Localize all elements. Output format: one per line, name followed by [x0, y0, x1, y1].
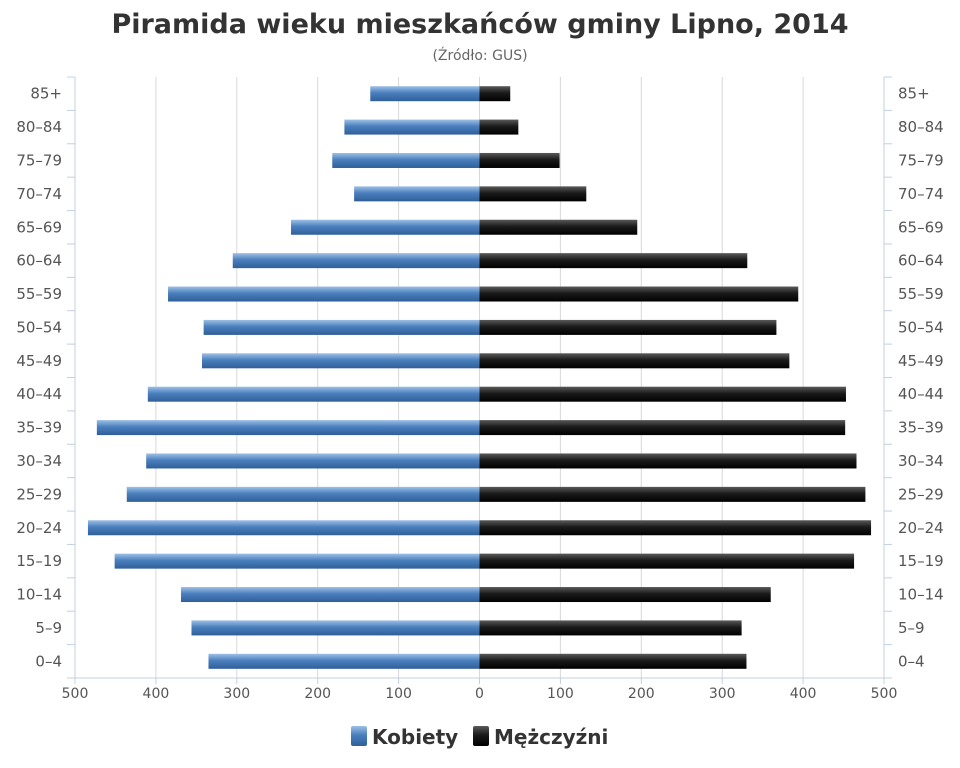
bar-mezczyzni-16	[479, 620, 742, 636]
category-label-left-3: 70–74	[16, 185, 62, 203]
category-label-right-12: 25–29	[898, 485, 944, 503]
x-tick-label-5: 0	[475, 686, 484, 702]
bar-mezczyzni-7	[479, 319, 777, 335]
category-label-right-3: 70–74	[898, 185, 944, 203]
category-label-left-15: 10–14	[16, 586, 62, 604]
x-tick-label-3: 200	[304, 686, 331, 702]
grid-lines	[155, 77, 804, 678]
category-label-right-10: 35–39	[898, 419, 944, 437]
category-label-right-8: 45–49	[898, 352, 944, 370]
category-label-left-17: 0–4	[35, 652, 62, 670]
category-label-left-8: 45–49	[16, 352, 62, 370]
legend-swatch-mezczyzni	[473, 726, 489, 746]
category-label-right-7: 50–54	[898, 318, 944, 336]
bar-kobiety-7	[203, 319, 480, 335]
bar-kobiety-13	[87, 520, 480, 536]
bar-kobiety-6	[168, 286, 480, 302]
category-label-right-5: 60–64	[898, 252, 944, 270]
bar-mezczyzni-11	[479, 453, 857, 469]
category-label-left-2: 75–79	[16, 151, 62, 169]
category-label-right-4: 65–69	[898, 218, 944, 236]
category-label-left-14: 15–19	[16, 552, 62, 570]
category-label-left-1: 80–84	[16, 118, 62, 136]
x-tick-label-1: 400	[143, 686, 170, 702]
category-label-right-2: 75–79	[898, 151, 944, 169]
bar-kobiety-11	[146, 453, 480, 469]
bar-mezczyzni-5	[479, 253, 748, 269]
category-label-right-13: 20–24	[898, 519, 944, 537]
axes	[67, 76, 892, 684]
category-label-right-16: 5–9	[898, 619, 925, 637]
category-label-right-15: 10–14	[898, 586, 944, 604]
category-label-left-13: 20–24	[16, 519, 62, 537]
bar-kobiety-10	[96, 420, 480, 436]
category-label-left-9: 40–44	[16, 385, 62, 403]
bar-kobiety-0	[370, 86, 480, 102]
bar-kobiety-3	[354, 186, 480, 202]
bar-mezczyzni-9	[479, 386, 846, 402]
bar-kobiety-5	[232, 253, 480, 269]
legend-label-mezczyzni: Mężczyźni	[494, 725, 608, 749]
bar-mezczyzni-4	[479, 219, 638, 235]
category-label-right-11: 30–34	[898, 452, 944, 470]
category-label-left-5: 60–64	[16, 252, 62, 270]
bar-mezczyzni-8	[479, 353, 790, 369]
bar-mezczyzni-3	[479, 186, 587, 202]
bar-mezczyzni-2	[479, 152, 560, 168]
bar-kobiety-8	[202, 353, 480, 369]
bar-kobiety-16	[191, 620, 480, 636]
bar-kobiety-4	[291, 219, 480, 235]
x-tick-label-6: 100	[547, 686, 574, 702]
x-tick-labels: 500 400 300 200 100 0 100 200 300 400 500	[62, 686, 898, 702]
x-tick-label-0: 500	[62, 686, 89, 702]
category-label-left-10: 35–39	[16, 419, 62, 437]
bar-mezczyzni-10	[479, 420, 846, 436]
bar-mezczyzni-14	[479, 553, 855, 569]
legend-label-kobiety: Kobiety	[372, 725, 458, 749]
category-labels: 85+ 85+ 80–84 80–84 75–79 75–79 70–74 70–74 65–6…	[16, 85, 943, 671]
x-tick-label-7: 200	[628, 686, 655, 702]
category-label-left-6: 55–59	[16, 285, 62, 303]
bar-kobiety-12	[126, 486, 480, 502]
bar-kobiety-2	[332, 152, 480, 168]
bar-mezczyzni-15	[479, 587, 771, 603]
bar-mezczyzni-12	[479, 486, 866, 502]
x-tick-label-8: 300	[709, 686, 736, 702]
bar-kobiety-1	[344, 119, 480, 135]
bar-mezczyzni-13	[479, 520, 872, 536]
legend-swatch-kobiety	[351, 726, 367, 746]
category-label-right-1: 80–84	[898, 118, 944, 136]
chart-subtitle: (Źródło: GUS)	[432, 46, 527, 64]
bar-mezczyzni-1	[479, 119, 519, 135]
x-tick-label-2: 300	[223, 686, 250, 702]
category-label-left-0: 85+	[30, 85, 62, 103]
category-label-left-11: 30–34	[16, 452, 62, 470]
bar-kobiety-15	[180, 587, 480, 603]
x-tick-label-4: 100	[385, 686, 412, 702]
legend: Kobiety Mężczyźni	[351, 725, 608, 749]
category-label-left-7: 50–54	[16, 318, 62, 336]
bar-kobiety-9	[147, 386, 480, 402]
category-label-right-14: 15–19	[898, 552, 944, 570]
bar-kobiety-17	[208, 653, 480, 669]
x-tick-label-10: 500	[871, 686, 898, 702]
category-label-right-0: 85+	[898, 85, 930, 103]
x-tick-label-9: 400	[790, 686, 817, 702]
bars	[87, 86, 872, 669]
bar-mezczyzni-6	[479, 286, 799, 302]
chart-title: Piramida wieku mieszkańców gminy Lipno, …	[111, 9, 848, 40]
bar-kobiety-14	[114, 553, 480, 569]
category-label-right-6: 55–59	[898, 285, 944, 303]
category-label-left-16: 5–9	[35, 619, 62, 637]
category-label-right-17: 0–4	[898, 652, 925, 670]
category-label-left-12: 25–29	[16, 485, 62, 503]
category-label-left-4: 65–69	[16, 218, 62, 236]
category-label-right-9: 40–44	[898, 385, 944, 403]
bar-mezczyzni-0	[479, 86, 511, 102]
bar-mezczyzni-17	[479, 653, 747, 669]
